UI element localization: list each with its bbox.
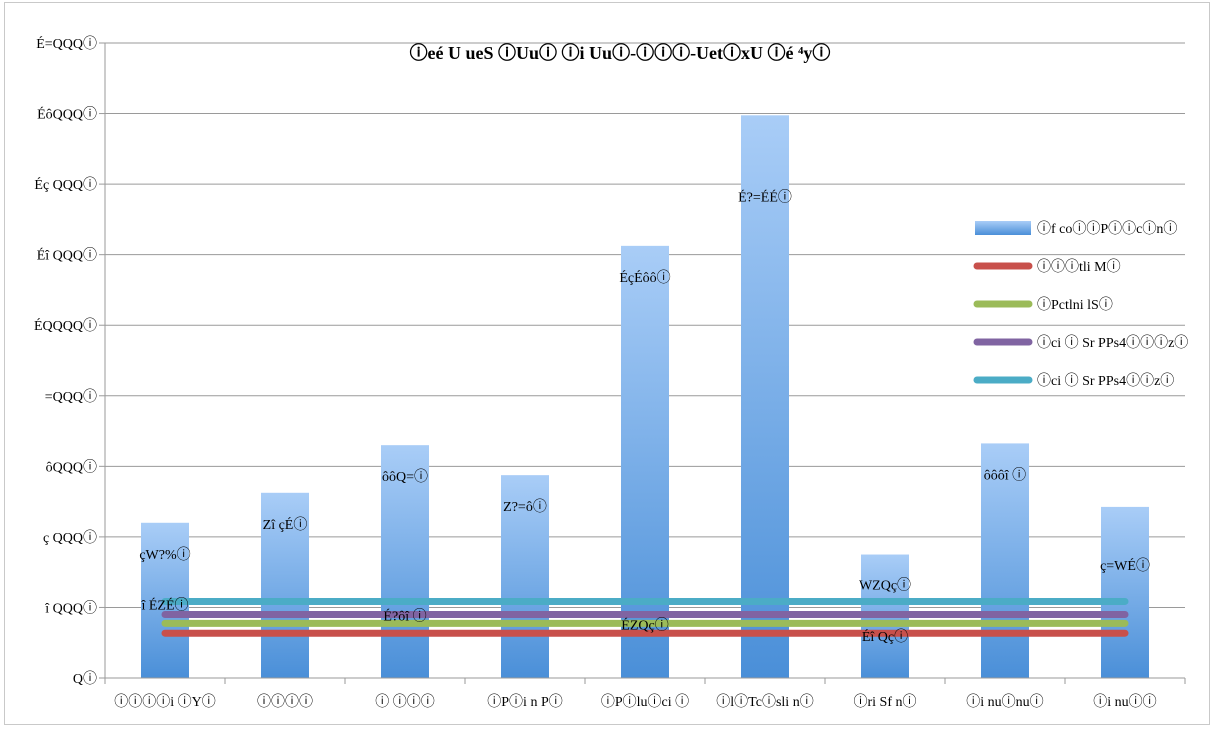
data-label: É?=ÉÉⓘ [738, 188, 792, 205]
data-label: WZQçⓘ [859, 577, 911, 593]
y-tick-label: Éî QQQⓘ [37, 247, 97, 264]
bar [501, 475, 549, 678]
bar [381, 445, 429, 678]
chart-frame: Qⓘ î QQQⓘ ç QQQⓘ ôQQQⓘ =QQQⓘ ÉQQQQⓘ Éî QQQⓘ Éç … [4, 2, 1210, 725]
bar [741, 115, 789, 678]
bar [981, 443, 1029, 678]
x-tick-label: ⓘ ⓘⓘⓘ [375, 694, 435, 710]
bar [621, 245, 669, 678]
data-label: Z?=ôⓘ [503, 499, 547, 515]
x-tick-label: ⓘPⓘluⓘci ⓘ [601, 694, 689, 710]
y-tick-label: ç QQQⓘ [43, 530, 97, 546]
data-label: Éî Qçⓘ [862, 628, 908, 645]
data-label: ôôôî ⓘ [984, 467, 1026, 483]
y-tick-label: ÉQQQQⓘ [34, 317, 97, 334]
data-label: ÉZQçⓘ [621, 616, 668, 633]
chart-title: ⓘeé U ueS ⓘUuⓘ ⓘi Uuⓘ-ⓘⓘⓘ-UetⓘxU ⓘé ⁴yⓘ [410, 42, 831, 63]
legend-swatch [975, 221, 1031, 235]
x-tick-label: ⓘⓘⓘⓘi ⓘYⓘ [114, 694, 216, 710]
data-label: î ÉZÉⓘ [140, 596, 188, 613]
legend-label: ⓘci ⓘ Sr PPs4ⓘⓘⓘzⓘ [1037, 335, 1188, 351]
legend-label: ⓘPctlni lSⓘ [1037, 297, 1113, 313]
legend-label: ⓘⓘⓘtli Mⓘ [1037, 259, 1121, 275]
data-label: ÉçÉôôⓘ [619, 269, 670, 286]
data-label: çW?%ⓘ [139, 547, 190, 563]
data-label: É?ôî ⓘ [383, 608, 426, 625]
x-tick-label: ⓘi nuⓘⓘ [1093, 694, 1156, 710]
legend-label: ⓘf coⓘⓘPⓘⓘcⓘnⓘ [1037, 221, 1177, 237]
x-tick-label: ⓘri Sf nⓘ [854, 694, 917, 710]
data-label: ôôQ=ⓘ [382, 469, 428, 485]
y-tick-label: Qⓘ [73, 671, 97, 687]
bar-line-chart: Qⓘ î QQQⓘ ç QQQⓘ ôQQQⓘ =QQQⓘ ÉQQQQⓘ Éî QQQⓘ Éç … [34, 35, 1188, 710]
y-tick-label: É=QQQⓘ [36, 35, 97, 52]
legend-label: ⓘci ⓘ Sr PPs4ⓘⓘzⓘ [1037, 373, 1174, 389]
y-tick-label: ôQQQⓘ [46, 459, 97, 475]
x-tick-label: ⓘi nuⓘnuⓘ [966, 694, 1043, 710]
y-tick-label: î QQQⓘ [44, 600, 97, 616]
x-tick-label: ⓘPⓘi n Pⓘ [487, 694, 562, 710]
bar [261, 492, 309, 678]
y-tick-label: ÉôQQQⓘ [37, 106, 97, 123]
bar [1101, 506, 1149, 678]
data-label: Zî çÉⓘ [263, 516, 308, 533]
y-tick-label: Éç QQQⓘ [34, 176, 97, 193]
x-tick-label: ⓘⓘⓘⓘ [257, 694, 313, 710]
y-tick-label: =QQQⓘ [45, 389, 97, 405]
data-label: ç=WÉⓘ [1100, 557, 1150, 574]
x-tick-label: ⓘlⓘTcⓘsli nⓘ [716, 694, 813, 710]
